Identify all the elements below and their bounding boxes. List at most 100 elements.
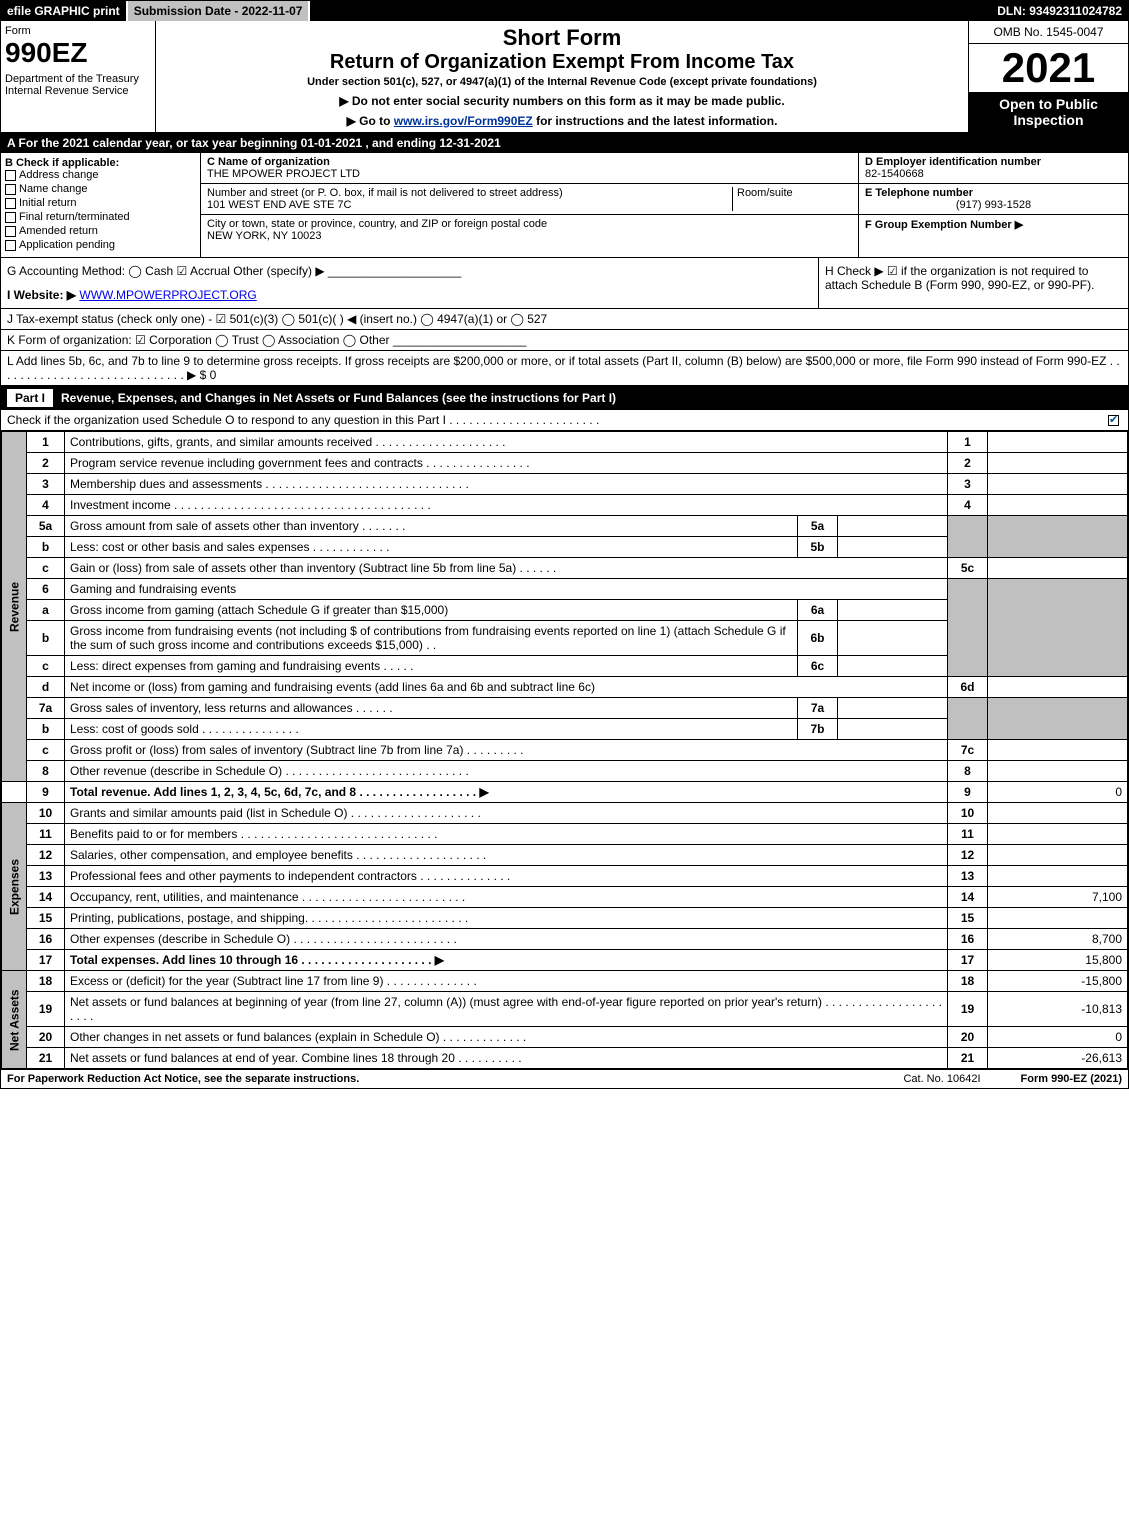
line-amt bbox=[988, 908, 1128, 929]
sub-lbl: 6b bbox=[798, 621, 838, 656]
line-desc: Program service revenue including govern… bbox=[65, 453, 948, 474]
line-amt bbox=[988, 824, 1128, 845]
line-desc: Total revenue. Add lines 1, 2, 3, 4, 5c,… bbox=[65, 782, 948, 803]
line-rn: 2 bbox=[948, 453, 988, 474]
line-desc: Total expenses. Add lines 10 through 16 … bbox=[65, 950, 948, 971]
line-rn: 18 bbox=[948, 971, 988, 992]
table-row: 16 Other expenses (describe in Schedule … bbox=[2, 929, 1128, 950]
sub-lbl: 5a bbox=[798, 516, 838, 537]
cb-label: Amended return bbox=[19, 225, 98, 237]
line-rn: 15 bbox=[948, 908, 988, 929]
ssn-line: ▶ Do not enter social security numbers o… bbox=[164, 94, 960, 108]
cb-label: Final return/terminated bbox=[19, 211, 130, 223]
line-desc: Less: direct expenses from gaming and fu… bbox=[65, 656, 798, 677]
sub-val bbox=[838, 698, 948, 719]
line-amt bbox=[988, 866, 1128, 887]
line-num: d bbox=[27, 677, 65, 698]
grey-cell bbox=[988, 579, 1128, 677]
cb-label: Name change bbox=[19, 183, 88, 195]
form-number: 990EZ bbox=[5, 37, 151, 69]
line-amt bbox=[988, 495, 1128, 516]
group-label: F Group Exemption Number ▶ bbox=[865, 219, 1023, 231]
table-row: 21 Net assets or fund balances at end of… bbox=[2, 1048, 1128, 1069]
line-rn: 14 bbox=[948, 887, 988, 908]
tel-value: (917) 993-1528 bbox=[865, 199, 1122, 211]
tax-year: 2021 bbox=[969, 44, 1128, 92]
sub-val bbox=[838, 537, 948, 558]
table-row: 3 Membership dues and assessments . . . … bbox=[2, 474, 1128, 495]
cb-label: Initial return bbox=[19, 197, 76, 209]
table-row: Expenses 10 Grants and similar amounts p… bbox=[2, 803, 1128, 824]
line-desc: Gain or (loss) from sale of assets other… bbox=[65, 558, 948, 579]
part1-title: Revenue, Expenses, and Changes in Net As… bbox=[61, 391, 616, 405]
line-num: c bbox=[27, 558, 65, 579]
tel-cell: E Telephone number (917) 993-1528 bbox=[859, 184, 1128, 215]
part1-checkbox-icon bbox=[1108, 415, 1119, 426]
checkbox-icon bbox=[5, 226, 16, 237]
line-amt bbox=[988, 740, 1128, 761]
line-num: 10 bbox=[27, 803, 65, 824]
row-k: K Form of organization: ☑ Corporation ◯ … bbox=[1, 330, 1128, 351]
line-rn: 3 bbox=[948, 474, 988, 495]
cb-pending: Application pending bbox=[5, 239, 196, 251]
efile-label: efile GRAPHIC print bbox=[1, 1, 128, 21]
footer-right: Form 990-EZ (2021) bbox=[1021, 1073, 1122, 1085]
line-amt: 0 bbox=[988, 1027, 1128, 1048]
table-row: 20 Other changes in net assets or fund b… bbox=[2, 1027, 1128, 1048]
gh-row: G Accounting Method: ◯ Cash ☑ Accrual Ot… bbox=[1, 258, 1128, 309]
top-bar: efile GRAPHIC print Submission Date - 20… bbox=[1, 1, 1128, 21]
table-row: Revenue 1 Contributions, gifts, grants, … bbox=[2, 432, 1128, 453]
footer: For Paperwork Reduction Act Notice, see … bbox=[1, 1069, 1128, 1088]
goto-pre: ▶ Go to bbox=[347, 114, 394, 128]
table-row: 4 Investment income . . . . . . . . . . … bbox=[2, 495, 1128, 516]
grey-cell bbox=[988, 516, 1128, 558]
street-label: Number and street (or P. O. box, if mail… bbox=[207, 187, 563, 199]
org-name-label: C Name of organization bbox=[207, 156, 330, 168]
website-link[interactable]: WWW.MPOWERPROJECT.ORG bbox=[79, 288, 256, 302]
sub-val bbox=[838, 600, 948, 621]
line-desc: Less: cost of goods sold . . . . . . . .… bbox=[65, 719, 798, 740]
line-rn: 17 bbox=[948, 950, 988, 971]
goto-link[interactable]: www.irs.gov/Form990EZ bbox=[394, 114, 533, 128]
line-desc: Net assets or fund balances at beginning… bbox=[65, 992, 948, 1027]
part1-header: Part I Revenue, Expenses, and Changes in… bbox=[1, 386, 1128, 410]
street-cell: Number and street (or P. O. box, if mail… bbox=[207, 187, 732, 211]
checkbox-icon bbox=[5, 170, 16, 181]
line-amt: 0 bbox=[988, 782, 1128, 803]
row-i: I Website: ▶ WWW.MPOWERPROJECT.ORG bbox=[7, 288, 812, 302]
line-desc: Professional fees and other payments to … bbox=[65, 866, 948, 887]
table-row: 7a Gross sales of inventory, less return… bbox=[2, 698, 1128, 719]
line-amt: 8,700 bbox=[988, 929, 1128, 950]
line-num: 5a bbox=[27, 516, 65, 537]
line-num: 1 bbox=[27, 432, 65, 453]
form-header: Form 990EZ Department of the Treasury In… bbox=[1, 21, 1128, 133]
org-name-cell: C Name of organization THE MPOWER PROJEC… bbox=[201, 153, 858, 184]
sub-val bbox=[838, 719, 948, 740]
room-cell: Room/suite bbox=[732, 187, 852, 211]
line-num: b bbox=[27, 719, 65, 740]
header-right: OMB No. 1545-0047 2021 Open to Public In… bbox=[968, 21, 1128, 132]
cb-amended: Amended return bbox=[5, 225, 196, 237]
part1-check-text: Check if the organization used Schedule … bbox=[7, 413, 599, 427]
netassets-vlabel: Net Assets bbox=[2, 971, 27, 1069]
line-num: 18 bbox=[27, 971, 65, 992]
table-row: 6 Gaming and fundraising events bbox=[2, 579, 1128, 600]
subtitle: Under section 501(c), 527, or 4947(a)(1)… bbox=[164, 76, 960, 88]
col-de: D Employer identification number 82-1540… bbox=[858, 153, 1128, 257]
table-row: 14 Occupancy, rent, utilities, and maint… bbox=[2, 887, 1128, 908]
city-label: City or town, state or province, country… bbox=[207, 218, 547, 230]
form-container: efile GRAPHIC print Submission Date - 20… bbox=[0, 0, 1129, 1089]
website-label: I Website: ▶ bbox=[7, 288, 76, 302]
cb-label: Application pending bbox=[19, 239, 115, 251]
dept-text: Department of the Treasury Internal Reve… bbox=[5, 73, 151, 97]
line-num: b bbox=[27, 537, 65, 558]
col-b-header: B Check if applicable: bbox=[5, 157, 196, 169]
line-num: 2 bbox=[27, 453, 65, 474]
cb-initial: Initial return bbox=[5, 197, 196, 209]
ein-cell: D Employer identification number 82-1540… bbox=[859, 153, 1128, 184]
line-rn: 10 bbox=[948, 803, 988, 824]
cb-final: Final return/terminated bbox=[5, 211, 196, 223]
line-desc: Gross sales of inventory, less returns a… bbox=[65, 698, 798, 719]
line-rn: 11 bbox=[948, 824, 988, 845]
line-rn: 12 bbox=[948, 845, 988, 866]
